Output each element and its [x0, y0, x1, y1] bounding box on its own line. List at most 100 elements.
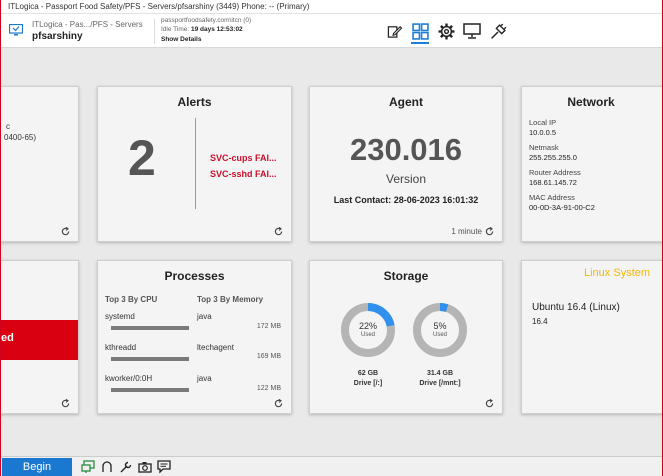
cpu-usage-bar	[111, 357, 189, 361]
os-version: 16.4	[532, 317, 548, 326]
dashboard-grid-icon	[411, 22, 429, 40]
memory-process-size: 172 MB	[256, 323, 281, 330]
agent-last-contact: Last Contact: 28-06-2023 16:01:32	[333, 195, 479, 205]
refresh-icon[interactable]	[61, 227, 70, 236]
dashboard-tab-button[interactable]	[410, 20, 430, 44]
drive-size: 31.4 GB	[426, 370, 454, 377]
router-label: Router Address	[529, 168, 581, 177]
agent-version-number: 230.016	[349, 132, 463, 167]
status-banner-text: ed	[1, 332, 14, 344]
computer-header: ITLogica - Pas.../PFS - Servers pfsarshi…	[0, 14, 663, 48]
router-value: 168.61.145.72	[529, 178, 577, 187]
cpu-process-name: kthreadd	[105, 343, 137, 352]
refresh-icon[interactable]	[61, 399, 70, 408]
remote-screen-icon	[80, 459, 95, 473]
idle-time-value: 19 days 12:53:02	[191, 26, 243, 33]
edit-button[interactable]	[384, 20, 404, 42]
os-name: Ubuntu 16.4 (Linux)	[532, 302, 620, 313]
memory-process-name: java	[197, 312, 212, 321]
memory-process-name: ltechagent	[197, 343, 234, 352]
system-title: Linux System	[584, 267, 651, 279]
hostname: pfsarshiny	[32, 31, 83, 42]
memory-process-size: 169 MB	[256, 353, 281, 360]
refresh-icon[interactable]	[274, 227, 283, 236]
agent-title: Agent	[389, 95, 423, 109]
headset-icon	[101, 460, 112, 472]
partial-card-mark: c	[6, 122, 10, 131]
logged-in-user: passportfoodsafety.com\itcn (0)	[161, 17, 252, 24]
alert-item[interactable]: SVC-cups FAI...	[210, 153, 277, 163]
storage-title: Storage	[383, 269, 429, 283]
begin-button[interactable]: Begin	[2, 458, 72, 476]
agent-version-label: Version	[385, 172, 427, 186]
drive-used-label: Used	[360, 332, 375, 338]
partial-card-left-top: c 0400-65)	[0, 86, 79, 242]
agent-refresh-interval: 1 minute	[451, 227, 482, 236]
top-memory-header: Top 3 By Memory	[197, 295, 264, 304]
header-divider	[154, 19, 155, 44]
chat-icon	[156, 459, 171, 474]
idle-time: Idle Time: 19 days 12:53:02	[161, 26, 243, 33]
cpu-process-name: systemd	[105, 312, 135, 321]
disconnect-button[interactable]	[488, 20, 508, 42]
refresh-icon[interactable]	[485, 227, 494, 236]
cpu-usage-bar	[111, 388, 189, 392]
tools-button[interactable]	[118, 459, 133, 474]
remote-screen-button[interactable]	[80, 459, 95, 474]
network-title: Network	[567, 95, 615, 109]
alerts-title: Alerts	[177, 95, 212, 109]
mac-value: 00-0D-3A-91-00-C2	[529, 203, 595, 212]
camera-icon	[137, 461, 152, 473]
drive-size: 62 GB	[357, 370, 379, 377]
processes-card[interactable]: Processes Top 3 By CPU Top 3 By Memory s…	[97, 260, 292, 414]
wrench-icon	[120, 461, 131, 472]
drive-percent: 5%	[433, 321, 447, 331]
status-banner: ed	[0, 320, 78, 360]
screenshot-button[interactable]	[137, 459, 152, 474]
processes-title: Processes	[164, 269, 225, 283]
bottom-taskbar: Begin	[0, 456, 663, 476]
remote-monitor-button[interactable]	[462, 20, 482, 42]
local-ip-label: Local IP	[529, 118, 557, 127]
header-toolbar	[384, 20, 508, 44]
drive-name: Drive [/:]	[353, 380, 383, 387]
monitor-icon	[463, 23, 481, 39]
window-title: ITLogica - Passport Food Safety/PFS - Se…	[0, 0, 663, 14]
breadcrumb[interactable]: ITLogica - Pas.../PFS - Servers	[32, 20, 143, 29]
system-card[interactable]: Linux System Ubuntu 16.4 (Linux) 16.4	[521, 260, 663, 414]
alerts-divider	[195, 118, 196, 209]
top-cpu-header: Top 3 By CPU	[105, 295, 158, 304]
headset-button[interactable]	[99, 459, 114, 474]
cpu-process-name: kworker/0:0H	[105, 374, 153, 383]
network-card[interactable]: Network Local IP 10.0.0.5 Netmask 255.25…	[521, 86, 663, 242]
memory-process-size: 122 MB	[256, 385, 281, 392]
chat-button[interactable]	[156, 459, 171, 474]
idle-time-label: Idle Time:	[161, 26, 190, 33]
storage-card[interactable]: Storage 22% Used 62 GB Drive [/:] 5% Use…	[309, 260, 503, 414]
drive-percent: 22%	[358, 321, 377, 331]
partial-card-text: 0400-65)	[4, 133, 37, 142]
drive-used-label: Used	[432, 332, 447, 338]
show-details-link[interactable]: Show Details	[161, 36, 202, 43]
computer-monitor-icon	[9, 24, 23, 36]
partial-card-left-bottom: ed	[0, 260, 79, 414]
refresh-icon[interactable]	[485, 399, 494, 408]
alert-item[interactable]: SVC-sshd FAI...	[210, 169, 277, 179]
agent-card[interactable]: Agent 230.016 Version Last Contact: 28-0…	[309, 86, 503, 242]
refresh-icon[interactable]	[274, 399, 283, 408]
netmask-label: Netmask	[529, 143, 559, 152]
taskbar-tools	[80, 459, 171, 474]
memory-process-name: java	[197, 374, 212, 383]
alerts-count: 2	[128, 130, 156, 186]
cpu-usage-bar	[111, 326, 189, 330]
edit-icon	[387, 25, 402, 38]
netmask-value: 255.255.255.0	[529, 153, 577, 162]
drive-usage-donut[interactable]	[410, 300, 470, 360]
settings-gear-icon	[438, 23, 454, 39]
drive-usage-donut[interactable]	[338, 300, 398, 360]
local-ip-value: 10.0.0.5	[529, 128, 557, 137]
disconnect-plug-icon	[490, 23, 506, 39]
settings-button[interactable]	[436, 20, 456, 42]
alerts-card[interactable]: Alerts 2 SVC-cups FAI... SVC-sshd FAI...	[97, 86, 292, 242]
mac-label: MAC Address	[529, 193, 575, 202]
